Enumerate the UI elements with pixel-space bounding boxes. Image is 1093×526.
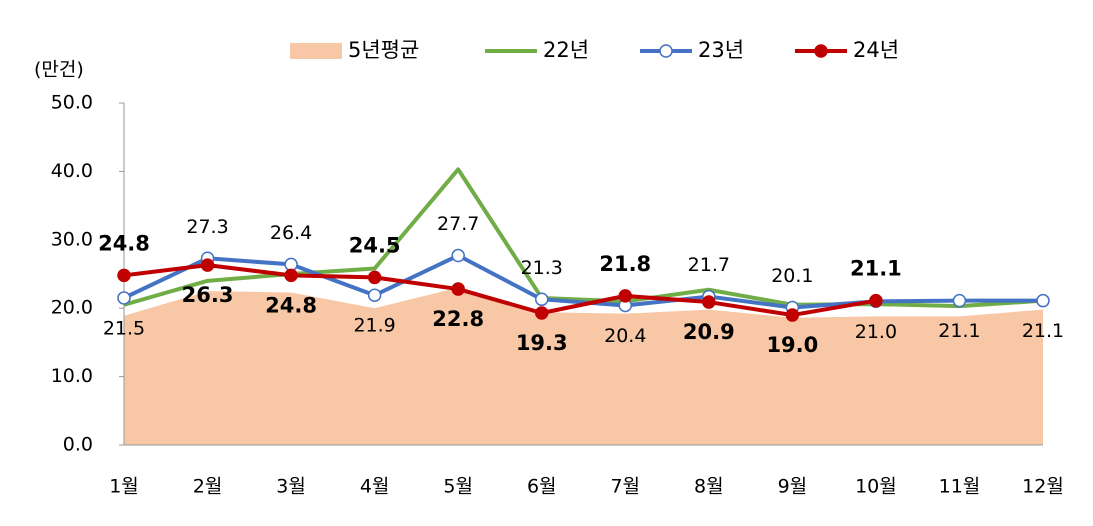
legend-label: 22년 — [543, 38, 589, 62]
x-tick-label: 8월 — [694, 476, 724, 498]
legend-label: 23년 — [698, 38, 744, 62]
legend-marker — [659, 44, 673, 58]
marker — [785, 308, 800, 322]
x-tick-label: 9월 — [778, 476, 808, 498]
legend-marker — [814, 44, 828, 58]
marker — [702, 295, 716, 309]
line — [123, 263, 877, 318]
data-label: 24.8 — [98, 231, 150, 255]
x-tick-label: 6월 — [527, 476, 557, 498]
x-tick-label: 12월 — [1022, 476, 1064, 498]
area — [124, 287, 1043, 445]
x-tick-label: 10월 — [855, 476, 897, 498]
marker — [451, 282, 465, 296]
data-label: 26.4 — [270, 222, 312, 244]
data-label: 21.1 — [850, 257, 902, 281]
data-label: 27.3 — [186, 216, 228, 238]
data-label: 21.3 — [521, 257, 563, 279]
line — [123, 167, 1044, 309]
x-tick-label: 11월 — [939, 476, 981, 498]
data-label: 20.1 — [771, 265, 813, 287]
data-label: 19.3 — [516, 331, 568, 355]
x-tick-label: 1월 — [109, 476, 139, 498]
data-label: 21.1 — [1022, 320, 1064, 342]
data-label: 24.5 — [349, 233, 401, 257]
marker — [367, 270, 382, 285]
y-tick-label: 0.0 — [63, 434, 93, 456]
x-tick-label: 3월 — [276, 476, 306, 498]
marker — [869, 293, 883, 308]
line — [123, 253, 1043, 310]
marker — [451, 248, 465, 263]
data-label: 20.4 — [604, 325, 646, 347]
marker — [284, 268, 298, 283]
data-label: 21.5 — [103, 317, 145, 339]
legend-label: 24년 — [853, 38, 899, 62]
x-tick-label: 4월 — [360, 476, 390, 498]
data-label: 21.8 — [599, 252, 651, 276]
y-tick-label: 30.0 — [51, 228, 93, 250]
y-tick-label: 20.0 — [51, 297, 93, 319]
data-label: 21.1 — [938, 320, 980, 342]
y-axis-label: (만건) — [34, 59, 84, 81]
x-tick-label: 2월 — [193, 476, 223, 498]
data-label: 26.3 — [182, 283, 234, 307]
data-label: 19.0 — [766, 333, 818, 357]
data-label: 21.9 — [353, 315, 395, 337]
y-tick-label: 10.0 — [51, 365, 93, 387]
data-label: 21.7 — [688, 254, 730, 276]
marker — [1036, 293, 1050, 308]
x-tick-label: 7월 — [610, 476, 640, 498]
legend-label: 5년평균 — [348, 38, 419, 62]
marker — [952, 293, 967, 308]
y-tick-label: 50.0 — [51, 92, 93, 114]
data-label: 22.8 — [432, 307, 484, 331]
marker — [618, 289, 633, 303]
data-label: 20.9 — [683, 320, 735, 344]
data-label: 27.7 — [437, 213, 479, 235]
legend-swatch — [290, 43, 342, 59]
data-label: 24.8 — [265, 293, 317, 317]
marker — [367, 288, 382, 302]
marker — [534, 292, 549, 307]
marker — [117, 291, 131, 305]
data-label: 21.0 — [855, 321, 897, 343]
marker — [200, 258, 215, 272]
x-tick-label: 5월 — [443, 476, 473, 498]
marker — [117, 268, 131, 283]
y-tick-label: 40.0 — [51, 160, 93, 182]
marker — [534, 306, 549, 320]
